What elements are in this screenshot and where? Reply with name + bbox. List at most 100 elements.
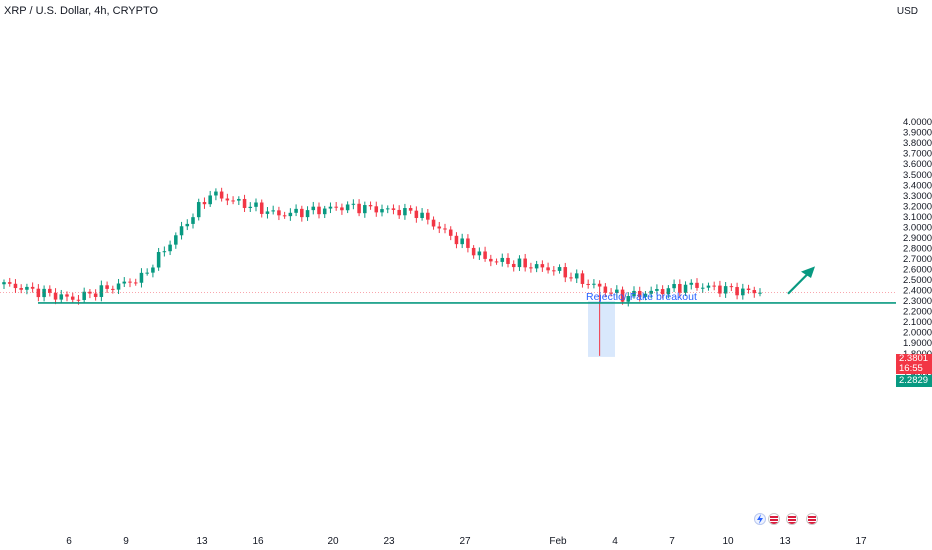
- candle-body: [156, 252, 161, 268]
- y-tick-label: 3.7000: [903, 149, 932, 160]
- time-axis[interactable]: 6 9 13 16 20 23 27 Feb 4 7 10 13 17: [66, 536, 867, 547]
- candle-body: [93, 293, 98, 297]
- candle-body: [448, 229, 453, 236]
- candle-body: [718, 285, 722, 294]
- candle-body: [340, 207, 344, 211]
- candle-body: [133, 282, 138, 284]
- candle-body: [454, 235, 459, 245]
- x-tick-label: 7: [669, 536, 675, 547]
- candle-body: [408, 208, 413, 211]
- last-price-badge: 2.3801 16:55: [896, 354, 932, 374]
- candle-body: [111, 288, 115, 290]
- y-tick-label: 3.9000: [903, 128, 932, 139]
- candle-body: [660, 289, 665, 295]
- candle-body: [30, 286, 35, 289]
- candle-body: [53, 292, 58, 300]
- fake-breakout-zone: [588, 301, 615, 357]
- candle-body: [563, 267, 568, 278]
- y-tick-label: 3.1000: [903, 212, 932, 223]
- price-axis[interactable]: 1.60001.70001.80001.90002.00002.10002.20…: [903, 117, 932, 381]
- lightning-icon[interactable]: [754, 513, 766, 525]
- candle-body: [282, 215, 287, 217]
- candle-body: [322, 208, 327, 215]
- countdown-value: 16:55: [899, 363, 923, 374]
- candle-body: [695, 282, 699, 288]
- candle-body: [311, 206, 316, 211]
- candle-body: [145, 272, 149, 274]
- candle-body: [420, 212, 424, 219]
- candle-body: [460, 238, 464, 245]
- x-tick-label: Feb: [549, 536, 567, 547]
- candle-body: [305, 210, 310, 218]
- candle-body: [231, 200, 235, 202]
- x-tick-label: 16: [252, 536, 264, 547]
- candle-body: [105, 285, 109, 289]
- annotation-text[interactable]: Rejectio/ Fake breakout: [586, 291, 697, 303]
- currency-label: USD: [896, 6, 918, 17]
- candle-body: [357, 203, 361, 214]
- candle-body: [489, 258, 493, 262]
- y-tick-label: 3.5000: [903, 170, 932, 181]
- candle-body: [59, 294, 64, 300]
- candle-body: [414, 210, 419, 219]
- candle-body: [380, 209, 384, 213]
- candle-body: [351, 203, 356, 205]
- candle-body: [534, 264, 539, 269]
- candle-body: [42, 288, 46, 298]
- candle-body: [552, 270, 556, 272]
- y-tick-label: 2.1000: [903, 317, 932, 328]
- candle-body: [162, 251, 167, 253]
- y-tick-label: 2.2000: [903, 307, 932, 318]
- candle-body: [637, 290, 642, 297]
- y-tick-label: 2.0000: [903, 328, 932, 339]
- x-tick-label: 6: [66, 536, 72, 547]
- candle-body: [225, 198, 230, 201]
- candle-body: [557, 267, 562, 271]
- x-tick-label: 20: [327, 536, 339, 547]
- candle-body: [191, 217, 195, 224]
- up-arrow-head[interactable]: [801, 266, 815, 278]
- candle-body: [65, 294, 69, 297]
- candle-body: [746, 288, 751, 291]
- candle-body: [729, 286, 734, 288]
- x-tick-label: 13: [196, 536, 208, 547]
- candle-body: [25, 286, 29, 290]
- candle-body: [431, 219, 436, 227]
- candle-body: [196, 202, 201, 218]
- candle-body: [741, 288, 745, 296]
- candle-body: [179, 226, 184, 236]
- candle-body: [672, 284, 676, 289]
- y-tick-label: 3.4000: [903, 180, 932, 191]
- candle-body: [48, 288, 52, 293]
- candle-body: [168, 244, 172, 252]
- candle-body: [632, 290, 636, 297]
- support-layer: [0, 292, 896, 304]
- candle-body: [471, 247, 476, 256]
- candle-body: [574, 273, 579, 279]
- candle-body: [277, 210, 281, 216]
- candle-body: [248, 206, 253, 208]
- us-flag-icon[interactable]: [786, 513, 798, 525]
- candle-body: [758, 292, 762, 294]
- candle-body: [620, 289, 625, 302]
- y-tick-label: 2.4000: [903, 286, 932, 297]
- up-arrow-shaft[interactable]: [787, 270, 811, 295]
- candle-body: [603, 286, 608, 293]
- candle-body: [76, 299, 81, 301]
- us-flag-icon[interactable]: [768, 513, 780, 525]
- x-tick-label: 4: [612, 536, 618, 547]
- x-tick-label: 13: [779, 536, 791, 547]
- candle-body: [99, 285, 104, 297]
- candle-body: [139, 272, 144, 283]
- candle-body: [546, 267, 550, 271]
- candle-body: [334, 206, 338, 208]
- candle-body: [615, 289, 619, 293]
- candle-body: [735, 287, 739, 296]
- candle-body: [202, 202, 207, 205]
- candle-body: [655, 289, 659, 291]
- candle-body: [345, 204, 350, 211]
- candle-body: [523, 258, 527, 268]
- y-tick-label: 3.2000: [903, 201, 932, 212]
- us-flag-icon[interactable]: [806, 513, 818, 525]
